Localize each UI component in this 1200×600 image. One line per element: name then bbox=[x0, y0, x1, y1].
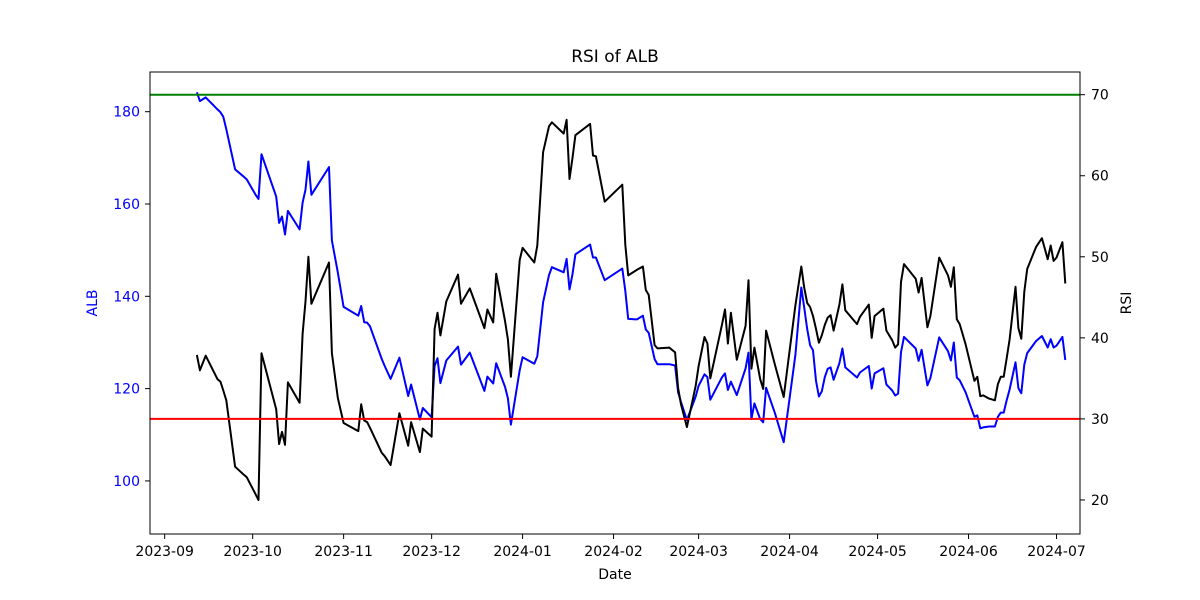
x-tick-label: 2024-03 bbox=[669, 544, 728, 560]
y-left-tick-label: 160 bbox=[113, 197, 140, 213]
x-tick-label: 2023-10 bbox=[223, 544, 282, 560]
rsi-line bbox=[195, 118, 1067, 501]
x-tick-label: 2023-12 bbox=[402, 544, 461, 560]
x-tick-label: 2024-07 bbox=[1027, 544, 1086, 560]
y-left-tick-label: 100 bbox=[113, 474, 140, 490]
plot-area: 2023-09 2023-10 2023-11 2023-12 2024-01 2024-… bbox=[113, 71, 1109, 560]
y-right-tick-label: 70 bbox=[1091, 88, 1109, 104]
x-tick-label: 2023-09 bbox=[135, 544, 194, 560]
y-right-tick-label: 50 bbox=[1091, 250, 1109, 266]
x-tick-label: 2024-06 bbox=[939, 544, 998, 560]
y-axis-right-label: RSI bbox=[1119, 292, 1135, 315]
x-tick-label: 2024-04 bbox=[760, 544, 819, 560]
plot-frame bbox=[149, 71, 1081, 535]
y-left-tick-label: 140 bbox=[113, 289, 140, 305]
y-left-tick-label: 180 bbox=[113, 105, 140, 121]
chart-title: RSI of ALB bbox=[571, 47, 659, 67]
y-left-tick-label: 120 bbox=[113, 382, 140, 398]
y-right-tick-label: 40 bbox=[1091, 331, 1109, 347]
alb-price-line bbox=[195, 91, 1067, 444]
x-tick-label: 2024-02 bbox=[584, 544, 643, 560]
y-axis-left-label: ALB bbox=[85, 290, 101, 317]
x-axis-label: Date bbox=[598, 567, 631, 583]
y-right-tick-label: 20 bbox=[1091, 493, 1109, 509]
x-tick-label: 2023-11 bbox=[314, 544, 373, 560]
x-tick-label: 2024-01 bbox=[493, 544, 552, 560]
y-right-tick-label: 30 bbox=[1091, 412, 1109, 428]
x-tick-label: 2024-05 bbox=[848, 544, 907, 560]
y-right-tick-label: 60 bbox=[1091, 169, 1109, 185]
